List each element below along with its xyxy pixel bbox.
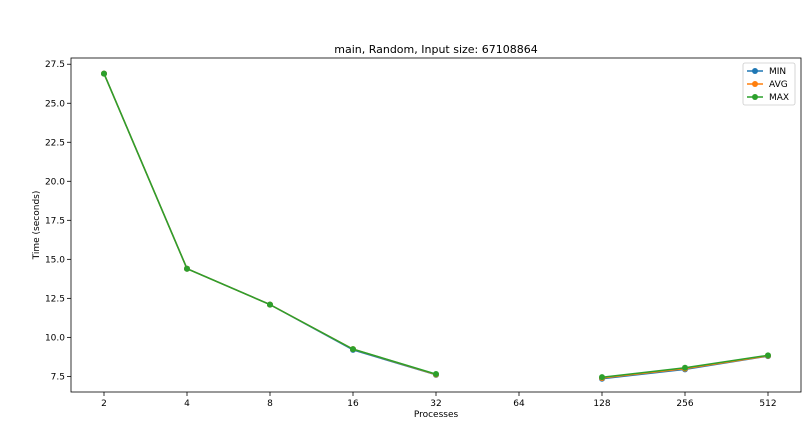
plot-frame	[70, 57, 802, 393]
data-point-max	[599, 374, 605, 381]
series-line-avg	[103, 73, 437, 376]
data-point-max	[433, 371, 439, 378]
data-point-max	[682, 364, 688, 371]
x-axis-title: Processes	[414, 410, 459, 420]
legend-marker-min	[752, 68, 758, 74]
y-tick-label: 25.0	[45, 99, 65, 109]
y-tick-label: 15.0	[45, 255, 65, 265]
y-tick-label: 20.0	[45, 177, 65, 187]
data-point-max	[184, 265, 190, 272]
x-tick-label: 8	[267, 399, 273, 409]
legend-marker-max	[752, 94, 758, 100]
x-tick-label: 256	[676, 399, 693, 409]
x-tick-label: 512	[759, 399, 776, 409]
x-tick-label: 2	[101, 399, 107, 409]
series-line-min	[103, 73, 437, 376]
data-point-max	[765, 352, 771, 359]
series-line-max	[103, 73, 437, 375]
legend-label-min: MIN	[769, 67, 786, 77]
x-tick-label: 16	[347, 399, 359, 409]
y-tick-label: 17.5	[45, 216, 65, 226]
y-tick-label: 22.5	[45, 138, 65, 148]
plot-area: 7.5 10.0 12.5 15.0 17.5 20.0 22.5 25.0 27.5 2 4 8 16…	[45, 57, 802, 409]
legend: MIN AVG MAX	[742, 62, 796, 106]
y-tick-label: 10.0	[45, 333, 65, 343]
data-point-max	[350, 346, 356, 353]
data-point-max	[267, 301, 273, 308]
y-axis-title: Time (seconds)	[32, 191, 42, 261]
data-point-max	[101, 70, 107, 77]
chart-title: main, Random, Input size: 67108864	[334, 43, 538, 56]
y-tick-label: 12.5	[45, 294, 65, 304]
legend-label-max: MAX	[769, 93, 789, 103]
x-tick-label: 128	[593, 399, 610, 409]
x-tick-label: 32	[430, 399, 441, 409]
legend-label-avg: AVG	[769, 80, 788, 90]
x-tick-label: 64	[513, 399, 525, 409]
legend-marker-avg	[752, 81, 758, 87]
y-tick-label: 7.5	[51, 372, 65, 382]
y-tick-label: 27.5	[45, 60, 65, 70]
x-tick-label: 4	[184, 399, 190, 409]
